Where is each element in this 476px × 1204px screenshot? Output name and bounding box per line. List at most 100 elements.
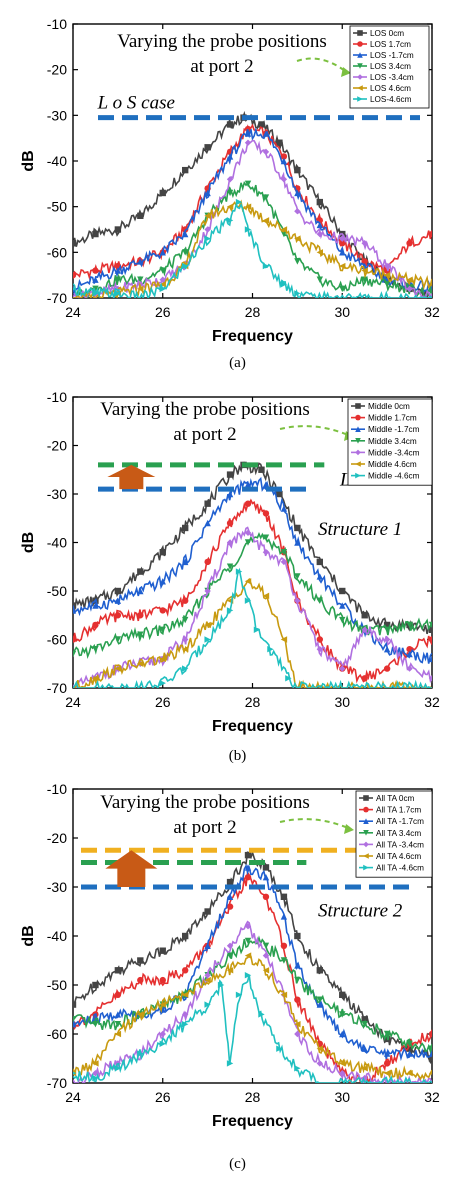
annotation-line-2: at port 2 [173, 817, 236, 838]
x-tick-label: 26 [155, 304, 171, 320]
data-point [244, 578, 252, 585]
data-point [406, 1070, 413, 1077]
data-point [114, 967, 122, 974]
data-point [226, 471, 234, 478]
data-point [339, 262, 346, 270]
arrow-head-icon [344, 824, 354, 834]
data-point [137, 258, 144, 265]
legend-marker [355, 438, 361, 444]
data-point [316, 646, 324, 653]
legend-label: LOS -3.4cm [370, 73, 414, 82]
data-point [361, 1021, 368, 1028]
data-point [181, 616, 189, 624]
data-point [204, 500, 211, 507]
data-point [280, 176, 288, 183]
data-point [244, 937, 252, 945]
data-point [159, 655, 166, 663]
y-axis-label: dB [20, 532, 37, 553]
data-point [226, 217, 234, 224]
data-point [137, 1011, 144, 1018]
data-point [204, 587, 211, 595]
data-point [316, 221, 324, 229]
legend-label: All TA -4.6cm [376, 864, 424, 873]
legend-label: Middle 0cm [368, 402, 410, 411]
data-point [428, 230, 432, 238]
legend-marker [357, 74, 363, 80]
legend-marker [357, 52, 363, 58]
series-line-6 [73, 577, 432, 688]
legend-marker [363, 864, 369, 871]
legend-label: Middle 3.4cm [368, 437, 417, 446]
annotation-line-2: at port 2 [190, 56, 253, 77]
y-tick-label: -40 [47, 535, 67, 551]
data-point [262, 864, 270, 871]
data-point [137, 631, 144, 638]
data-point [114, 267, 122, 274]
y-axis-label: dB [20, 150, 37, 171]
data-point [244, 539, 252, 546]
data-point [262, 592, 270, 600]
data-point [226, 490, 234, 498]
data-point [226, 121, 234, 128]
x-tick-label: 24 [65, 304, 81, 320]
data-point [339, 1070, 346, 1077]
data-point [428, 1071, 432, 1075]
x-tick-label: 32 [424, 1089, 440, 1105]
data-point [159, 976, 166, 984]
chart-label: Structure 2 [318, 900, 403, 921]
data-point [262, 194, 270, 201]
data-point [316, 558, 324, 566]
legend-box [347, 398, 433, 486]
data-point [383, 636, 391, 643]
data-point [428, 675, 432, 682]
data-point [280, 505, 288, 512]
data-point [280, 153, 288, 160]
data-point [159, 626, 166, 633]
data-point [280, 957, 288, 964]
data-point [204, 226, 211, 233]
y-tick-label: -20 [47, 830, 67, 846]
data-point [280, 991, 288, 998]
data-point [137, 957, 144, 964]
data-point [226, 203, 234, 210]
data-point [114, 1021, 122, 1028]
data-point [159, 679, 166, 687]
x-tick-label: 30 [334, 694, 350, 710]
data-point [383, 262, 391, 270]
data-point [316, 1045, 324, 1052]
x-tick-label: 32 [424, 304, 440, 320]
data-point [253, 626, 261, 633]
data-point [339, 240, 346, 247]
data-point [159, 1040, 166, 1047]
data-point [244, 529, 252, 536]
data-point [406, 240, 413, 247]
y-tick-label: -10 [47, 389, 67, 405]
data-point [159, 607, 166, 614]
series-line-2 [73, 870, 432, 1083]
x-tick-label: 28 [245, 1089, 261, 1105]
data-point [244, 203, 252, 210]
y-tick-label: -10 [47, 16, 67, 32]
data-point [181, 665, 189, 672]
legend-label: All TA 0cm [376, 794, 415, 803]
chart-label: L o S case [97, 92, 175, 113]
data-point [280, 913, 288, 920]
data-point [406, 285, 413, 293]
y-tick-label: -60 [47, 1026, 67, 1042]
data-point [339, 665, 346, 672]
y-tick-label: -70 [47, 1075, 67, 1091]
data-point [226, 952, 234, 959]
data-point [204, 519, 211, 527]
data-point [73, 636, 77, 643]
data-point [217, 981, 225, 989]
y-tick-label: -40 [47, 153, 67, 169]
series-line-4 [73, 935, 432, 1055]
data-point [262, 130, 270, 137]
legend: All TA 0cm All TA 1.7cm All TA -1.7cm All T… [355, 790, 433, 878]
data-point [92, 276, 99, 283]
data-point [204, 976, 211, 984]
data-point [204, 212, 211, 219]
